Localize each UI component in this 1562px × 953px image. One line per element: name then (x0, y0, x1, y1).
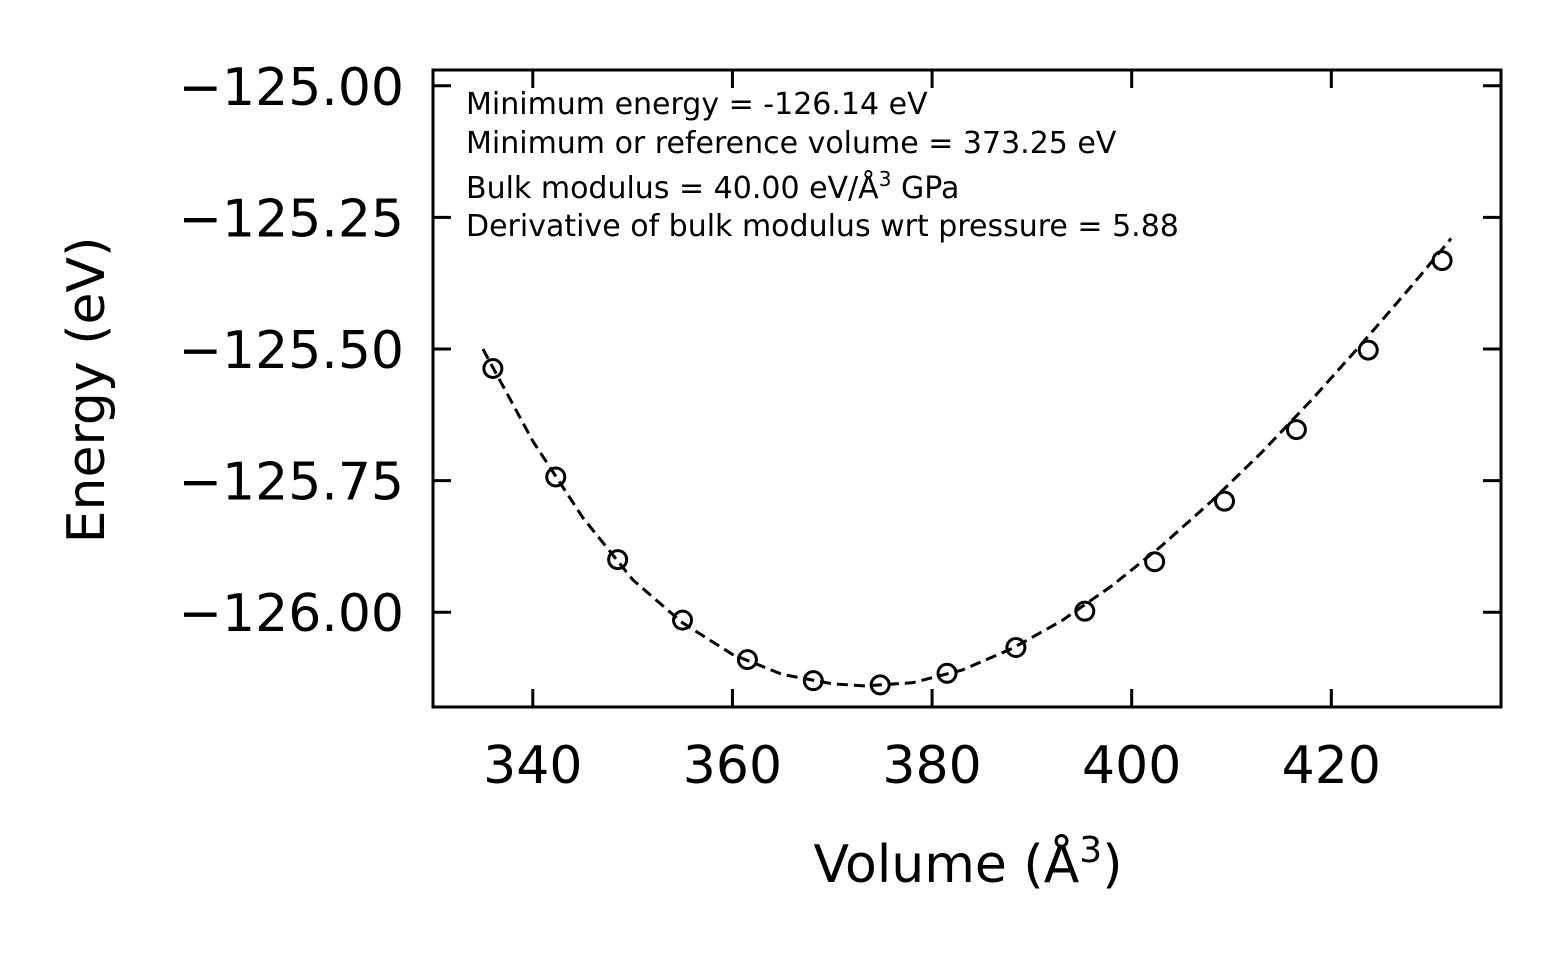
annotation-bulk-modulus-unit: GPa (891, 171, 959, 206)
y-tick-label: −125.75 (178, 453, 404, 513)
x-tick-label: 420 (1282, 736, 1381, 796)
annotation-bulk-derivative: Derivative of bulk modulus wrt pressure … (466, 209, 1179, 244)
x-tick-label: 380 (882, 736, 981, 796)
annotation-min-energy: Minimum energy = -126.14 eV (466, 87, 928, 122)
data-point (869, 674, 891, 696)
data-point (936, 662, 958, 684)
y-axis-title: Energy (eV) (57, 237, 117, 544)
data-point (672, 609, 694, 631)
data-point (802, 670, 824, 692)
data-point (1074, 600, 1096, 622)
data-point (1431, 250, 1453, 272)
data-point (545, 466, 567, 488)
fit-curve (481, 237, 1453, 688)
annotation-bulk-modulus-text: Bulk modulus = 40.00 eV/Å (466, 170, 879, 206)
data-point (736, 649, 758, 671)
data-point (1144, 551, 1166, 573)
y-tick-label: −125.50 (178, 321, 404, 381)
y-tick-label: −125.25 (178, 189, 404, 249)
annotation-bulk-modulus: Bulk modulus = 40.00 eV/Å3 GPa (466, 167, 959, 206)
x-axis-title-text: Volume (Å (814, 833, 1080, 895)
x-axis-title-sup: 3 (1079, 830, 1102, 871)
annotation-min-volume: Minimum or reference volume = 373.25 eV (466, 126, 1117, 161)
data-point (1214, 490, 1236, 512)
y-tick-label: −125.00 (178, 58, 404, 118)
data-point (1005, 637, 1027, 659)
data-point (482, 357, 504, 379)
data-point (1357, 339, 1379, 361)
annotation-bulk-modulus-sup: 3 (879, 167, 892, 191)
x-axis-title: Volume (Å3) (814, 830, 1123, 896)
x-tick-label: 340 (483, 736, 582, 796)
data-point (607, 549, 629, 571)
axis-ticks: 340 360 380 400 420 −125.00 −125.25 −125.50 −125… (178, 58, 1501, 796)
y-tick-label: −126.00 (178, 584, 404, 644)
data-point (1285, 419, 1307, 441)
plot-frame (431, 68, 1503, 709)
x-axis-title-close: ) (1102, 835, 1122, 895)
plot-area (481, 237, 1453, 696)
x-tick-label: 400 (1082, 736, 1181, 796)
x-tick-label: 360 (683, 736, 782, 796)
